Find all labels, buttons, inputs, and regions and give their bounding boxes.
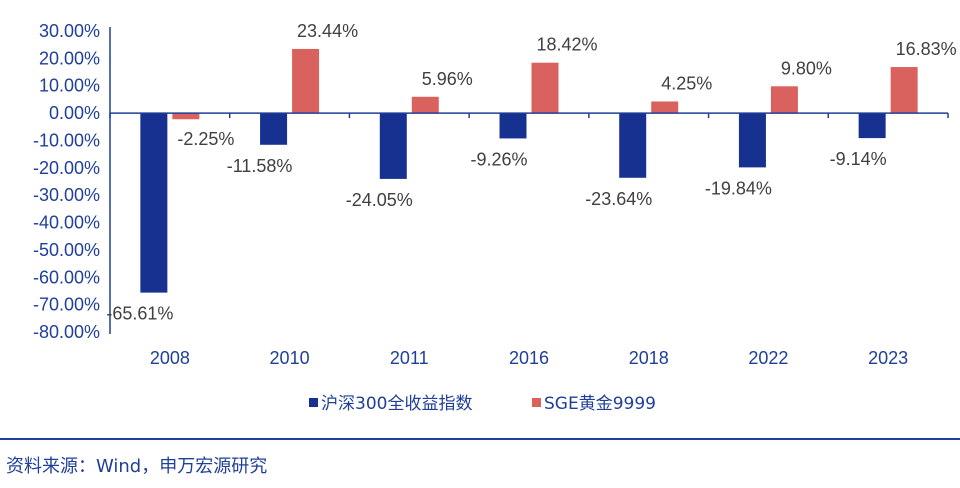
y-tick-label: 20.00% [39, 48, 100, 68]
data-label-sge-gold-2018: 4.25% [661, 73, 712, 93]
data-label-csi300-2022: -19.84% [705, 178, 772, 198]
legend-label-sge-gold: SGE黄金9999 [544, 394, 656, 414]
y-tick-label: -80.00% [33, 322, 100, 342]
x-tick-label: 2022 [748, 348, 788, 368]
data-label-csi300-2018: -23.64% [585, 189, 652, 209]
data-label-csi300-2011: -24.05% [346, 190, 413, 210]
bar-csi300-2022 [738, 113, 766, 168]
source-note: 资料来源：Wind，申万宏源研究 [6, 456, 268, 477]
bar-csi300-2008 [140, 113, 168, 293]
y-tick-label: 0.00% [49, 103, 100, 123]
x-tick-label: 2023 [868, 348, 908, 368]
bar-sge-gold-2023 [890, 67, 918, 114]
data-label-sge-gold-2008: -2.25% [177, 129, 234, 149]
bar-sge-gold-2022 [770, 86, 798, 114]
data-label-sge-gold-2011: 5.96% [422, 69, 473, 89]
bar-csi300-2011 [379, 113, 407, 179]
bar-csi300-2018 [619, 113, 647, 178]
legend-label-csi300: 沪深300全收益指数 [321, 394, 472, 414]
data-label-csi300-2008: -65.61% [106, 304, 173, 324]
y-tick-label: 30.00% [39, 21, 100, 41]
y-tick-label: -70.00% [33, 295, 100, 315]
y-tick-label: -60.00% [33, 267, 100, 287]
bar-csi300-2023 [858, 113, 886, 139]
x-tick-label: 2018 [629, 348, 669, 368]
y-tick-label: -20.00% [33, 158, 100, 178]
x-tick-label: 2010 [270, 348, 310, 368]
data-label-sge-gold-2023: 16.83% [896, 39, 957, 59]
bar-sge-gold-2016 [531, 62, 559, 114]
bar-sge-gold-2011 [411, 96, 439, 114]
bar-csi300-2010 [260, 113, 288, 145]
y-tick-label: 10.00% [39, 76, 100, 96]
x-tick-label: 2016 [509, 348, 549, 368]
y-tick-label: -40.00% [33, 213, 100, 233]
data-label-sge-gold-2010: 23.44% [297, 21, 358, 41]
data-label-sge-gold-2022: 9.80% [781, 58, 832, 78]
legend-swatch-csi300 [309, 398, 318, 407]
data-label-sge-gold-2016: 18.42% [536, 35, 597, 55]
x-tick-label: 2011 [390, 348, 429, 368]
data-label-csi300-2016: -9.26% [470, 149, 527, 169]
y-tick-label: -50.00% [33, 240, 100, 260]
data-label-csi300-2023: -9.14% [830, 149, 887, 169]
source-divider [0, 438, 960, 440]
legend-swatch-sge-gold [532, 398, 541, 407]
bar-sge-gold-2010 [292, 48, 320, 114]
y-tick-label: -10.00% [33, 130, 100, 150]
bar-sge-gold-2008 [172, 113, 200, 120]
y-tick-label: -30.00% [33, 185, 100, 205]
data-label-csi300-2010: -11.58% [227, 156, 293, 176]
bar-csi300-2016 [499, 113, 527, 139]
x-tick-label: 2008 [150, 348, 190, 368]
bar-sge-gold-2018 [651, 101, 679, 114]
bar-chart: 30.00% 20.00% 10.00% 0.00% -10.00% -20.00% -30… [33, 21, 957, 414]
